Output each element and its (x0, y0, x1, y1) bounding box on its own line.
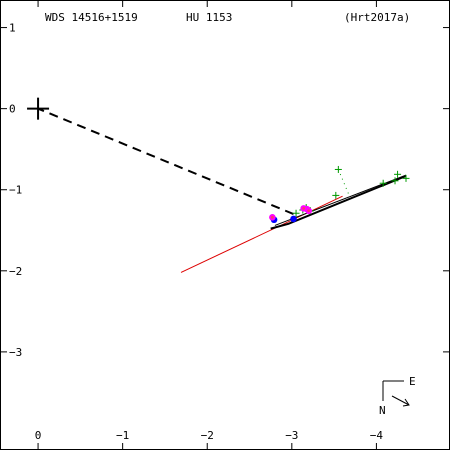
x-tick-label: −4 (370, 429, 384, 442)
x-tick-label: 0 (35, 429, 42, 442)
y-tick-label: 0 (9, 103, 16, 116)
wds-id-label: WDS 14516+1519 (45, 11, 138, 24)
orbit-reference-label: (Hrt2017a) (344, 11, 410, 24)
speckle-point-center (307, 209, 311, 213)
discoverer-label: HU 1153 (186, 11, 232, 24)
orbit-arc (270, 175, 407, 230)
compass-north-label: N (379, 404, 386, 417)
compass: E N (379, 375, 416, 417)
observation-points (27, 97, 410, 224)
speckle-point-center (302, 206, 306, 210)
compass-east-label: E (409, 375, 416, 388)
y-tick-label: −3 (9, 346, 22, 359)
x-tick-label: −1 (116, 429, 129, 442)
node-line-red (180, 195, 343, 273)
x-tick-label: −2 (201, 429, 214, 442)
orbit-lines (37, 107, 407, 273)
y-tick-label: −2 (9, 265, 22, 278)
motion-arrowhead (402, 398, 410, 407)
periastron-line (37, 107, 294, 215)
x-tick-label: −3 (285, 429, 298, 442)
interferometric-point (290, 215, 297, 223)
y-tick-label: −1 (9, 184, 22, 197)
motion-arrow (391, 395, 410, 406)
y-tick-label: 1 (9, 22, 16, 35)
speckle-point-center (270, 215, 274, 219)
